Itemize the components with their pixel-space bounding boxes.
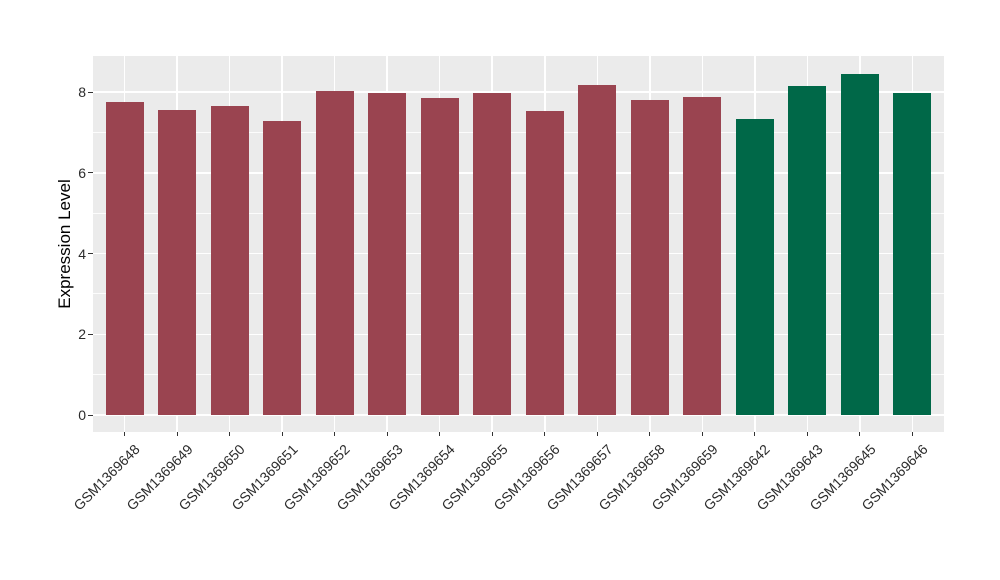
gridline-minor-horizontal xyxy=(93,374,944,376)
bar xyxy=(893,92,932,415)
gridline-major-horizontal xyxy=(93,172,944,174)
y-axis-title: Expression Level xyxy=(55,179,74,309)
x-tick-mark xyxy=(806,432,808,436)
y-tick-label: 0 xyxy=(78,407,86,423)
y-tick-mark xyxy=(88,333,93,335)
gridline-minor-horizontal xyxy=(93,131,944,133)
y-tick-mark xyxy=(88,253,93,254)
gridline-major-horizontal xyxy=(93,252,944,255)
y-tick-mark xyxy=(88,172,93,174)
bar xyxy=(840,74,879,415)
gridline-major-horizontal xyxy=(93,333,944,335)
x-tick-mark xyxy=(334,432,336,436)
x-tick-mark xyxy=(229,432,231,436)
plot-panel xyxy=(93,56,944,432)
x-tick-mark xyxy=(439,432,441,436)
x-tick-mark xyxy=(911,432,913,436)
x-tick-mark xyxy=(281,432,283,436)
y-tick-mark xyxy=(88,414,93,416)
bar xyxy=(630,100,669,415)
x-tick-mark xyxy=(649,432,651,436)
y-tick-label: 8 xyxy=(78,84,86,100)
y-tick-label: 2 xyxy=(78,326,86,343)
x-tick-mark xyxy=(544,432,546,436)
bar xyxy=(525,111,564,415)
x-tick-mark xyxy=(754,432,756,436)
bar xyxy=(420,97,459,415)
gridline-major-horizontal xyxy=(93,91,944,93)
bar xyxy=(158,109,197,415)
x-tick-mark xyxy=(124,432,126,436)
bar xyxy=(263,121,302,415)
x-tick-mark xyxy=(491,432,493,436)
bar xyxy=(210,105,249,415)
x-tick-mark xyxy=(386,432,388,436)
bar xyxy=(315,91,354,415)
gridline-minor-horizontal xyxy=(93,293,944,295)
y-tick-mark xyxy=(88,91,93,93)
x-tick-mark xyxy=(596,432,598,436)
x-tick-mark xyxy=(701,432,703,436)
bar xyxy=(473,93,512,415)
bar xyxy=(368,93,407,415)
y-tick-label: 4 xyxy=(78,245,86,262)
gridline-major-horizontal xyxy=(93,414,944,416)
x-tick-mark xyxy=(859,432,861,436)
bar xyxy=(578,84,617,415)
bar xyxy=(105,101,144,415)
bar xyxy=(735,119,774,415)
bar xyxy=(683,97,722,415)
gridline-minor-horizontal xyxy=(93,212,944,214)
y-tick-label: 6 xyxy=(78,164,86,181)
bar xyxy=(788,86,827,415)
x-tick-mark xyxy=(176,432,178,436)
